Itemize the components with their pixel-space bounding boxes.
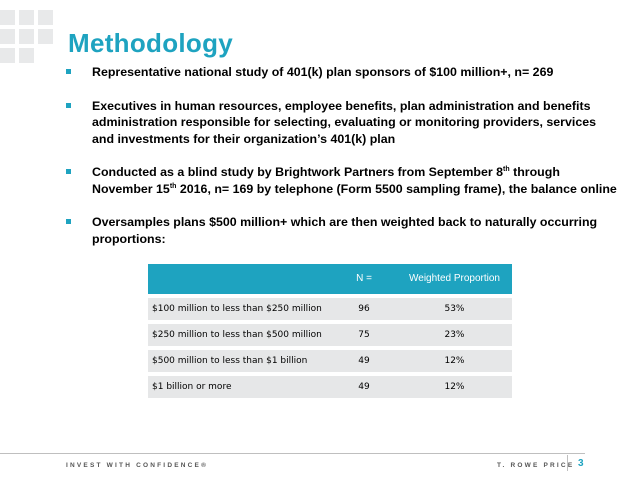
- row-weighted-proportion: 12%: [397, 346, 512, 376]
- decorative-logo-grid: [0, 10, 53, 63]
- logo-square: [0, 10, 15, 25]
- logo-square: [0, 29, 15, 44]
- row-label: $1 billion or more: [148, 372, 331, 401]
- table-row: $250 million to less than $500 million 7…: [148, 320, 512, 350]
- logo-square-blank: [38, 48, 53, 63]
- bullet-square-icon: [66, 69, 71, 74]
- row-n: 96: [331, 294, 397, 324]
- bullet-item: Conducted as a blind study by Brightwork…: [62, 164, 617, 197]
- logo-square: [38, 29, 53, 44]
- footer-divider: [0, 453, 585, 454]
- row-label: $250 million to less than $500 million: [148, 320, 331, 350]
- bullet-text: Executives in human resources, employee …: [92, 98, 597, 146]
- row-n: 75: [331, 320, 397, 350]
- bullet-text-part: through November 15: [92, 165, 560, 196]
- bullet-item: Oversamples plans $500 million+ which ar…: [62, 214, 617, 247]
- bullet-text-part: Conducted as a blind study by Brightwork…: [92, 165, 504, 179]
- ordinal-suffix: th: [169, 182, 177, 190]
- bullet-square-icon: [66, 169, 71, 174]
- table-header-row: N = Weighted Proportion: [148, 264, 512, 296]
- row-weighted-proportion: 12%: [397, 372, 512, 401]
- footer-separator: [567, 455, 568, 471]
- row-weighted-proportion: 23%: [397, 320, 512, 350]
- row-label: $500 million to less than $1 billion: [148, 346, 331, 376]
- logo-square: [0, 48, 15, 63]
- logo-square: [38, 10, 53, 25]
- table-row: $1 billion or more 49 12%: [148, 372, 512, 401]
- logo-square: [19, 48, 34, 63]
- logo-square: [19, 29, 34, 44]
- bullet-square-icon: [66, 102, 71, 108]
- sample-table: N = Weighted Proportion $100 million to …: [148, 264, 512, 401]
- bullet-item: Representative national study of 401(k) …: [62, 64, 617, 81]
- bullet-square-icon: [66, 219, 71, 224]
- footer-brand: T. ROWE PRICE: [497, 462, 575, 469]
- page-title: Methodology: [68, 28, 234, 58]
- row-n: 49: [331, 372, 397, 401]
- logo-square: [19, 10, 34, 25]
- bullet-text: Oversamples plans $500 million+ which ar…: [92, 215, 598, 246]
- row-label: $100 million to less than $250 million: [148, 294, 331, 324]
- row-weighted-proportion: 53%: [397, 294, 512, 324]
- bullet-list: Representative national study of 401(k) …: [62, 64, 617, 264]
- bullet-item: Executives in human resources, employee …: [62, 98, 617, 148]
- ordinal-suffix: th: [503, 165, 510, 173]
- bullet-text-part: 2016, n= 169 by telephone (Form 5500 sam…: [176, 181, 617, 196]
- page-number: 3: [578, 458, 584, 469]
- column-header-weighted-proportion: Weighted Proportion: [397, 264, 512, 296]
- column-header-blank: [148, 264, 331, 296]
- column-header-n: N =: [331, 264, 397, 296]
- footer-tagline: INVEST WITH CONFIDENCE®: [66, 462, 209, 469]
- table-row: $100 million to less than $250 million 9…: [148, 294, 512, 324]
- row-n: 49: [331, 346, 397, 376]
- table-row: $500 million to less than $1 billion 49 …: [148, 346, 512, 376]
- bullet-text: Representative national study of 401(k) …: [92, 65, 554, 79]
